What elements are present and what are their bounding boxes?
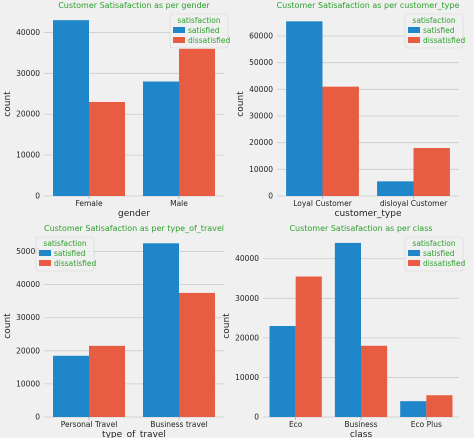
legend-swatch-dissatisfied xyxy=(408,260,420,266)
legend-swatch-satisfied xyxy=(408,250,420,256)
legend-label-dissatisfied: dissatisfied xyxy=(423,259,466,268)
y-tick-label: 50000 xyxy=(16,247,40,256)
y-axis-label: count xyxy=(236,91,246,117)
chart-title: Customer Satisafaction as per gender xyxy=(58,1,210,10)
x-tick-label: disloyal Customer xyxy=(380,199,448,208)
y-axis-label: count xyxy=(3,91,13,117)
chart-4: Customer Satisafaction as per class 0 1000… xyxy=(222,224,466,438)
y-tick-label: 0 xyxy=(254,413,259,422)
bar-dissatisfied-disloyal-customer xyxy=(413,148,450,196)
y-tick-label: 20000 xyxy=(16,346,40,355)
legend-label-satisfied: satisfied xyxy=(423,26,455,35)
y-tick-label: 10000 xyxy=(16,151,40,160)
legend-swatch-satisfied xyxy=(408,27,420,33)
bar-satisfied-male xyxy=(143,81,179,196)
legend-label-dissatisfied: dissatisfied xyxy=(188,36,231,45)
legend-swatch-dissatisfied xyxy=(408,37,420,43)
y-tick-label: 60000 xyxy=(249,32,273,41)
y-tick-label: 40000 xyxy=(249,85,273,94)
legend-swatch-dissatisfied xyxy=(39,260,51,266)
y-tick-label: 10000 xyxy=(235,373,259,382)
bar-dissatisfied-eco-plus xyxy=(426,395,453,417)
legend-label-dissatisfied: dissatisfied xyxy=(423,36,466,45)
chart-title: Customer Satisafaction as per type_of_tr… xyxy=(44,224,224,233)
y-tick-label: 0 xyxy=(35,413,40,422)
x-axis-label: type_of_travel xyxy=(102,430,166,438)
legend-title: satisfaction xyxy=(177,16,220,25)
x-tick-label: Business travel xyxy=(150,420,207,429)
chart-3: Customer Satisafaction as per type_of_tr… xyxy=(3,224,224,438)
bar-satisfied-disloyal-customer xyxy=(377,181,414,196)
chart-title: Customer Satisafaction as per class xyxy=(289,224,432,233)
legend-swatch-dissatisfied xyxy=(173,37,185,43)
bar-satisfied-loyal-customer xyxy=(286,21,323,197)
x-axis-label: class xyxy=(350,430,373,438)
y-tick-label: 40000 xyxy=(16,280,40,289)
bar-dissatisfied-business-travel xyxy=(179,292,215,417)
x-tick-label: Male xyxy=(170,199,188,208)
bar-dissatisfied-eco xyxy=(295,276,322,417)
bar-satisfied-business xyxy=(334,242,361,417)
y-axis-label: count xyxy=(3,313,13,339)
x-tick-label: Eco xyxy=(289,420,303,429)
y-tick-label: 40000 xyxy=(235,254,259,263)
bar-satisfied-female xyxy=(53,20,89,196)
y-axis-label: count xyxy=(222,313,232,339)
x-tick-label: Eco Plus xyxy=(411,420,442,429)
bar-satisfied-personal-travel xyxy=(53,355,89,417)
y-tick-label: 30000 xyxy=(249,112,273,121)
x-tick-label: Loyal Customer xyxy=(293,199,352,208)
y-tick-label: 10000 xyxy=(249,165,273,174)
chart-1: Customer Satisafaction as per gender 0 100… xyxy=(3,1,231,219)
y-tick-label: 20000 xyxy=(249,138,273,147)
x-axis-label: customer_type xyxy=(335,209,402,219)
bar-dissatisfied-female xyxy=(89,101,125,196)
y-tick-label: 30000 xyxy=(235,294,259,303)
y-tick-label: 10000 xyxy=(16,379,40,388)
y-tick-label: 0 xyxy=(35,192,40,201)
legend-label-satisfied: satisfied xyxy=(188,26,220,35)
legend-title: satisfaction xyxy=(43,239,86,248)
y-tick-label: 20000 xyxy=(235,333,259,342)
legend-swatch-satisfied xyxy=(39,250,51,256)
bar-satisfied-business-travel xyxy=(143,243,179,417)
chart-2: Customer Satisafaction as per customer_t… xyxy=(236,1,466,219)
legend-title: satisfaction xyxy=(412,239,455,248)
legend-label-dissatisfied: dissatisfied xyxy=(54,259,97,268)
bar-satisfied-eco xyxy=(269,326,296,417)
bar-dissatisfied-personal-travel xyxy=(89,345,125,417)
bar-dissatisfied-business xyxy=(361,345,388,417)
y-tick-label: 30000 xyxy=(16,69,40,78)
x-axis-label: gender xyxy=(118,209,150,219)
y-tick-label: 40000 xyxy=(16,28,40,37)
x-tick-label: Business xyxy=(344,420,377,429)
bar-satisfied-eco-plus xyxy=(400,401,427,417)
legend-label-satisfied: satisfied xyxy=(423,249,455,258)
chart-title: Customer Satisafaction as per customer_t… xyxy=(277,1,460,10)
y-tick-label: 20000 xyxy=(16,110,40,119)
legend-swatch-satisfied xyxy=(173,27,185,33)
y-tick-label: 0 xyxy=(268,192,273,201)
y-tick-label: 30000 xyxy=(16,313,40,322)
bar-dissatisfied-male xyxy=(179,48,215,196)
bar-dissatisfied-loyal-customer xyxy=(322,86,359,196)
x-tick-label: Female xyxy=(75,199,103,208)
legend-title: satisfaction xyxy=(412,16,455,25)
y-tick-label: 50000 xyxy=(249,58,273,67)
x-tick-label: Personal Travel xyxy=(61,420,118,429)
legend-label-satisfied: satisfied xyxy=(54,249,86,258)
